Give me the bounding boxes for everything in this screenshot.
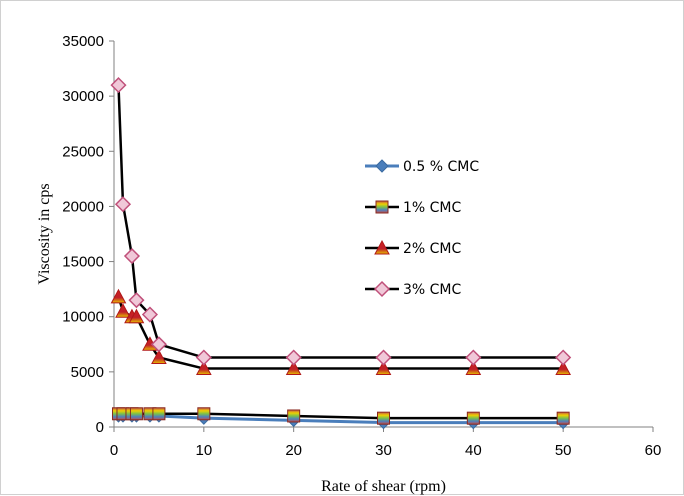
data-point-s4 [123, 247, 141, 265]
legend-entry-1: 0.5 % CMC [403, 159, 479, 175]
legend-entry-3: 2% CMC [403, 241, 462, 257]
x-tick-label: 20 [285, 442, 302, 459]
data-point-s4 [141, 306, 158, 323]
y-tick-label: 20000 [62, 198, 104, 215]
data-point-s3 [195, 360, 212, 376]
legend-entry-2: 1% CMC [403, 200, 462, 216]
data-point-s4 [375, 349, 392, 366]
legend-marker [375, 200, 389, 214]
data-point-s2 [287, 409, 301, 423]
legend-marker [375, 159, 389, 173]
data-point-s2 [152, 407, 166, 421]
legend-marker [373, 280, 391, 298]
data-point-s3 [555, 360, 572, 376]
x-tick-label: 40 [465, 442, 482, 459]
y-tick-label: 30000 [62, 88, 104, 105]
data-point-s3 [465, 360, 482, 376]
y-tick-label: 0 [96, 419, 104, 436]
data-point-s3 [128, 308, 145, 324]
data-point-s3 [110, 288, 127, 304]
data-point-s4 [114, 196, 132, 213]
legend-marker [374, 239, 390, 255]
data-point-s2 [466, 411, 480, 425]
y-tick-label: 5000 [71, 364, 104, 381]
x-tick-label: 10 [195, 442, 212, 459]
x-tick-label: 0 [110, 442, 118, 459]
data-point-s4 [110, 77, 127, 94]
data-point-s3 [115, 303, 131, 318]
x-tick-label: 50 [555, 442, 572, 459]
y-tick-label: 10000 [62, 309, 104, 326]
data-point-s3 [285, 360, 302, 376]
data-point-s2 [129, 407, 143, 421]
y-axis-title: Viscosity in cps [36, 183, 53, 284]
data-point-s3 [375, 360, 392, 376]
data-point-s4 [128, 292, 145, 309]
data-point-s4 [195, 349, 212, 366]
x-tick-label: 60 [645, 442, 662, 459]
data-point-s4 [150, 336, 167, 353]
data-point-s2 [556, 411, 570, 425]
data-point-s2 [197, 407, 211, 421]
data-point-s4 [465, 349, 482, 366]
y-tick-label: 35000 [62, 33, 104, 50]
data-point-s2 [377, 411, 390, 425]
x-axis-title: Rate of shear (rpm) [321, 478, 446, 495]
legend-entry-4: 3% CMC [403, 282, 462, 298]
data-point-s4 [555, 349, 572, 366]
y-tick-label: 25000 [62, 143, 104, 160]
x-tick-label: 30 [375, 442, 392, 459]
series-line-4 [117, 85, 564, 359]
y-tick-label: 15000 [62, 254, 104, 271]
data-point-s3 [151, 349, 167, 365]
data-point-s4 [285, 349, 302, 366]
